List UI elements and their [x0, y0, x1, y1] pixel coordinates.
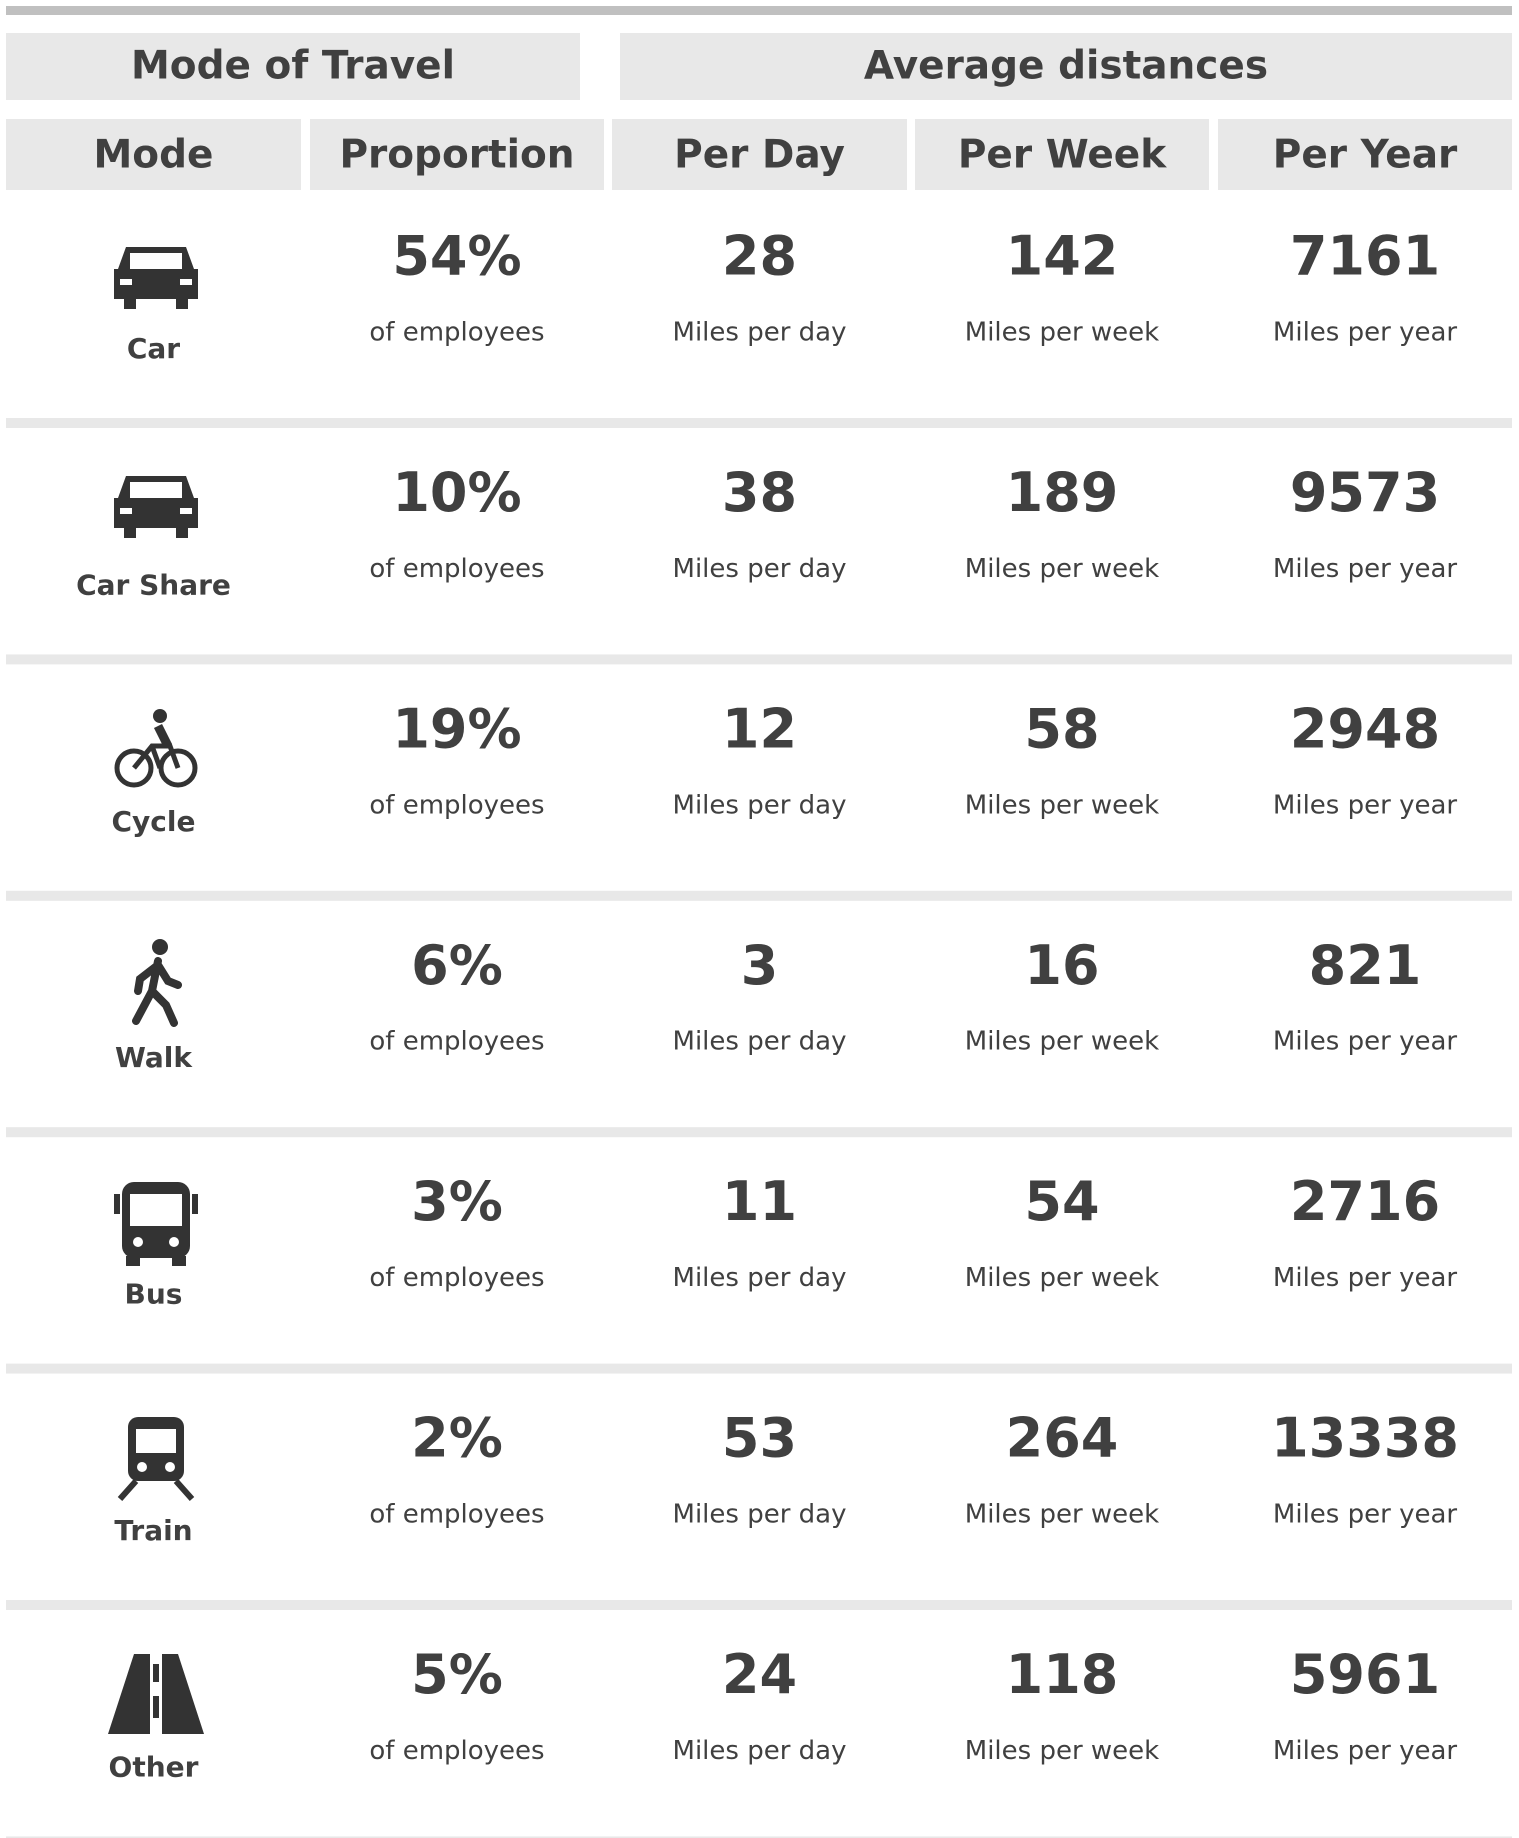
row-separator: [6, 1836, 1512, 1838]
value: 3%: [411, 1170, 503, 1233]
value: 16: [1024, 934, 1099, 997]
value: 11: [722, 1170, 797, 1233]
unit: Miles per year: [1273, 1500, 1457, 1530]
unit: Miles per week: [965, 1027, 1159, 1057]
mode-label: Train: [114, 1514, 192, 1547]
value: 12: [722, 697, 797, 760]
value: 5961: [1290, 1643, 1440, 1706]
unit: Miles per week: [965, 554, 1159, 584]
value: 142: [1006, 225, 1119, 288]
car-icon: [114, 247, 198, 309]
value: 6%: [411, 934, 503, 997]
unit: Miles per day: [673, 1500, 847, 1530]
unit: Miles per week: [965, 790, 1159, 820]
unit: Miles per day: [673, 1263, 847, 1293]
value: 2948: [1290, 697, 1440, 760]
column-header: Mode: [94, 133, 214, 178]
unit: Miles per day: [673, 554, 847, 584]
bus-icon: [114, 1182, 198, 1266]
unit: Miles per day: [673, 318, 847, 348]
unit: Miles per year: [1273, 1736, 1457, 1766]
value: 189: [1006, 461, 1119, 524]
row-separator: [6, 418, 1512, 428]
unit: Miles per year: [1273, 790, 1457, 820]
value: 54: [1024, 1170, 1099, 1233]
row-separator: [6, 890, 1512, 901]
unit: Miles per week: [965, 1500, 1159, 1530]
value: 264: [1006, 1407, 1119, 1470]
row-separator: [6, 1127, 1512, 1138]
unit: Miles per day: [673, 790, 847, 820]
mode-label: Car Share: [76, 568, 231, 601]
unit: of employees: [369, 554, 544, 584]
mode-label: Other: [109, 1750, 199, 1783]
value: 24: [722, 1643, 797, 1706]
value: 54%: [392, 225, 521, 288]
unit: Miles per year: [1273, 1027, 1457, 1057]
unit: Miles per year: [1273, 318, 1457, 348]
value: 9573: [1290, 461, 1440, 524]
column-header: Proportion: [339, 133, 574, 178]
unit: Miles per year: [1273, 554, 1457, 584]
unit: Miles per week: [965, 1736, 1159, 1766]
group-header-box: [6, 33, 580, 100]
mode-label: Walk: [115, 1041, 193, 1074]
column-header: Per Week: [958, 133, 1167, 178]
unit: of employees: [369, 1500, 544, 1530]
walk-icon: [132, 939, 182, 1027]
row-separator: [6, 1600, 1512, 1610]
value: 2716: [1290, 1170, 1440, 1233]
unit: Miles per year: [1273, 1263, 1457, 1293]
column-header-box: [6, 119, 301, 190]
unit: Miles per week: [965, 318, 1159, 348]
row-separator: [6, 1363, 1512, 1374]
value: 2%: [411, 1407, 503, 1470]
unit: of employees: [369, 1027, 544, 1057]
mode-label: Car: [127, 332, 180, 365]
unit: of employees: [369, 1736, 544, 1766]
mode-label: Cycle: [112, 805, 196, 838]
car-share-icon: [114, 476, 198, 538]
value: 38: [722, 461, 797, 524]
column-header: Per Year: [1273, 133, 1458, 178]
top-rule: [6, 6, 1512, 15]
column-header-box: [310, 119, 604, 190]
column-header: Per Day: [674, 133, 845, 178]
value: 53: [722, 1407, 797, 1470]
value: 58: [1024, 697, 1099, 760]
train-icon: [117, 1417, 195, 1501]
value: 118: [1006, 1643, 1119, 1706]
cycle-icon: [114, 709, 198, 788]
unit: of employees: [369, 1263, 544, 1293]
group-header-box: [620, 33, 1512, 100]
value: 10%: [392, 461, 521, 524]
group-header: Average distances: [864, 44, 1268, 89]
value: 7161: [1290, 225, 1440, 288]
value: 13338: [1271, 1407, 1459, 1470]
value: 28: [722, 225, 797, 288]
value: 5%: [411, 1643, 503, 1706]
mode-label: Bus: [125, 1278, 183, 1311]
value: 821: [1309, 934, 1422, 997]
column-header-box: [612, 119, 907, 190]
group-header: Mode of Travel: [131, 44, 455, 89]
value: 19%: [392, 697, 521, 760]
unit: Miles per day: [673, 1027, 847, 1057]
row-separator: [6, 654, 1512, 665]
unit: of employees: [369, 790, 544, 820]
value: 3: [741, 934, 779, 997]
column-header-box: [915, 119, 1209, 190]
unit: Miles per week: [965, 1263, 1159, 1293]
road-icon: [108, 1654, 204, 1734]
unit: of employees: [369, 318, 544, 348]
unit: Miles per day: [673, 1736, 847, 1766]
column-header-box: [1218, 119, 1512, 190]
icons: [108, 247, 204, 1734]
